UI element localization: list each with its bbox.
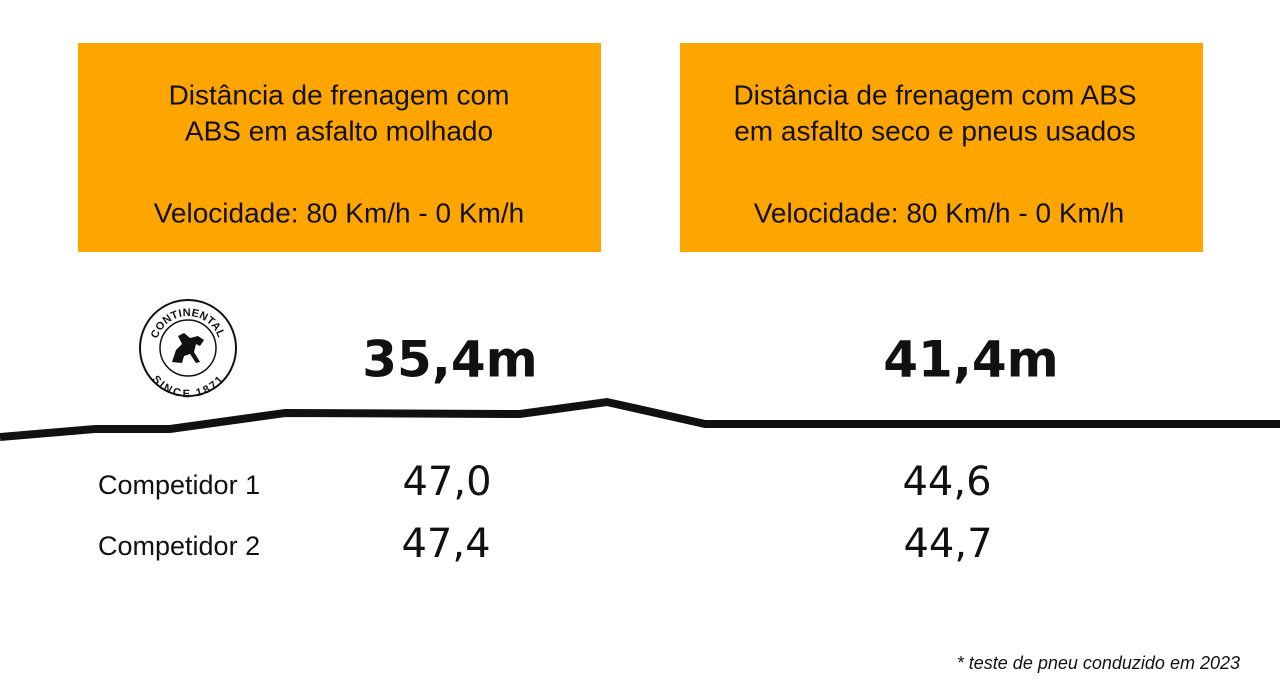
panel-title: ABS em asfalto molhado (185, 115, 493, 146)
panel-title: em asfalto seco e pneus usados (734, 115, 1136, 146)
logo-horse (172, 333, 204, 363)
panel-box (78, 43, 601, 252)
logo: CONTINENTAL SINCE 1871 (139, 299, 237, 400)
result: 35,4m (362, 331, 537, 389)
result: 41,4m (883, 331, 1058, 389)
competitor-name: Competidor 1 (98, 470, 260, 500)
competitor-value: 44,7 (903, 521, 992, 567)
competitor-name: Competidor 2 (98, 531, 260, 561)
panel-speed: Velocidade: 80 Km/h - 0 Km/h (754, 197, 1124, 228)
panel-title: Distância de frenagem com ABS (733, 79, 1136, 110)
panel-title: Distância de frenagem com (169, 79, 510, 110)
competitor-value: 44,6 (902, 459, 991, 505)
competitor-value: 47,0 (402, 459, 491, 505)
panel-box (680, 43, 1203, 252)
competitor-value: 47,4 (401, 521, 490, 567)
road-line (0, 397, 1280, 441)
footnote: * teste de pneu conduzido em 2023 (957, 653, 1240, 673)
panel-speed: Velocidade: 80 Km/h - 0 Km/h (154, 197, 524, 228)
